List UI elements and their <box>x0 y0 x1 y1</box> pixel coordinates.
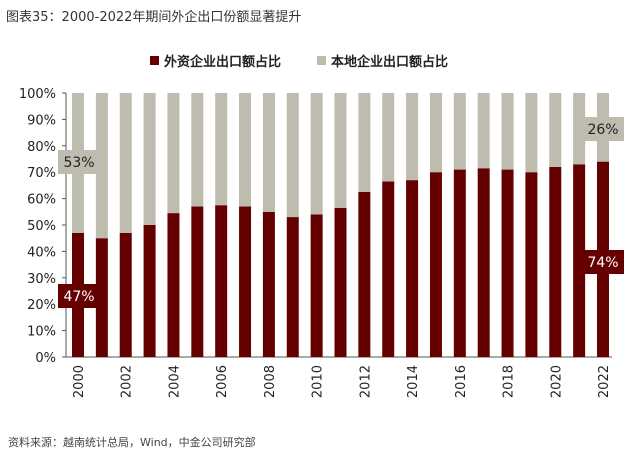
x-tick-label: 2006 <box>215 365 230 398</box>
bar-segment <box>119 232 132 357</box>
bar-segment <box>525 172 538 357</box>
bar-segment <box>95 93 108 239</box>
bar-segment <box>429 172 442 357</box>
bar-segment <box>310 93 323 215</box>
bar-segment <box>191 93 204 207</box>
bar-segment <box>453 93 466 170</box>
bar-segment <box>310 214 323 357</box>
annotation-label: 26% <box>587 122 618 138</box>
bar-segment <box>501 93 514 170</box>
bar-segment <box>286 217 299 357</box>
bar-segment <box>477 168 490 357</box>
bar-segment <box>477 93 490 169</box>
bar-segment <box>191 206 204 357</box>
bar-segment <box>95 238 108 357</box>
source-note: 资料来源：越南统计总局，Wind，中金公司研究部 <box>8 436 256 449</box>
legend-label: 外资企业出口额占比 <box>163 54 281 70</box>
bar-segment <box>239 206 252 357</box>
bar-segment <box>549 93 562 167</box>
bar-segment <box>215 205 228 357</box>
y-tick-label: 90% <box>27 113 56 128</box>
annotation-box <box>58 150 100 174</box>
x-tick-label: 2020 <box>549 365 564 398</box>
x-tick-label: 2012 <box>358 365 373 398</box>
annotation-box <box>582 117 624 141</box>
bar-segment <box>382 93 395 182</box>
bar-segment <box>382 181 395 357</box>
x-tick-label: 2004 <box>167 365 182 398</box>
bar-segment <box>262 211 275 357</box>
bar-segment <box>525 93 538 173</box>
bar-segment <box>429 93 442 173</box>
annotation-label: 53% <box>63 155 94 171</box>
x-tick-label: 2002 <box>120 365 135 398</box>
legend-label: 本地企业出口额占比 <box>331 54 448 70</box>
bar-segment <box>262 93 275 212</box>
bar-segment <box>358 93 371 192</box>
annotation-label: 47% <box>63 289 94 305</box>
y-tick-label: 0% <box>35 351 56 366</box>
bar-segment <box>286 93 299 218</box>
bar-segment <box>334 93 347 208</box>
x-tick-label: 2008 <box>263 365 278 398</box>
y-tick-label: 70% <box>27 166 56 181</box>
bar-segment <box>573 93 586 165</box>
y-tick-label: 10% <box>27 325 56 340</box>
chart-title: 图表35：2000-2022年期间外企出口份额显著提升 <box>6 10 302 25</box>
y-tick-label: 100% <box>19 87 56 102</box>
bar-segment <box>406 180 419 357</box>
bar-segment <box>239 93 252 207</box>
x-tick-label: 2000 <box>72 365 87 398</box>
bar-segment <box>215 93 228 206</box>
bar-segment <box>167 213 180 357</box>
y-tick-label: 60% <box>27 193 56 208</box>
legend-swatch <box>317 56 326 65</box>
legend-swatch <box>150 56 159 65</box>
bar-segment <box>406 93 419 181</box>
bar-segment <box>334 207 347 357</box>
bar-segment <box>143 225 156 357</box>
bar-segment <box>573 164 586 357</box>
bar-segment <box>119 93 132 233</box>
x-tick-label: 2018 <box>502 365 517 398</box>
annotation-box <box>582 250 624 274</box>
x-tick-label: 2014 <box>406 365 421 398</box>
bar-segment <box>453 169 466 357</box>
annotation-box <box>58 284 100 308</box>
annotation-label: 74% <box>587 255 618 271</box>
y-tick-label: 40% <box>27 245 56 260</box>
bar-segment <box>143 93 156 225</box>
x-tick-label: 2022 <box>597 365 612 398</box>
bar-segment <box>549 166 562 357</box>
bar-segment <box>358 192 371 357</box>
y-tick-label: 50% <box>27 219 56 234</box>
bar-segment <box>501 169 514 357</box>
bar-segment <box>167 93 180 214</box>
y-tick-label: 80% <box>27 140 56 155</box>
y-tick-label: 30% <box>27 272 56 287</box>
x-tick-label: 2016 <box>454 365 469 398</box>
y-tick-label: 20% <box>27 298 56 313</box>
x-tick-label: 2010 <box>311 365 326 398</box>
